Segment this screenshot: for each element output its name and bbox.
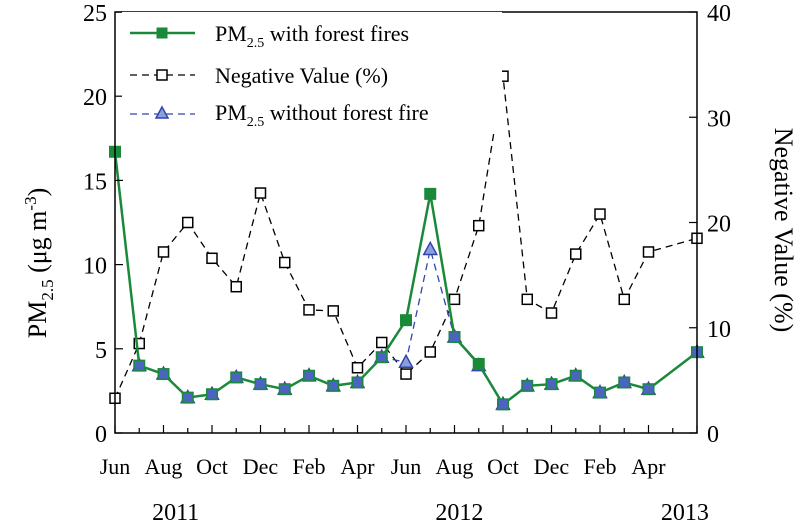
data-point bbox=[133, 337, 145, 350]
overlap-point bbox=[594, 387, 606, 399]
overlap-point bbox=[303, 370, 315, 382]
y-right-tick-label: 40 bbox=[707, 1, 731, 27]
overlap-point bbox=[327, 380, 339, 392]
data-point bbox=[351, 361, 364, 374]
overlap-point bbox=[279, 383, 291, 395]
x-tick-label: Oct bbox=[196, 454, 228, 479]
legend-marker-without-fire bbox=[154, 105, 170, 119]
data-point bbox=[642, 246, 655, 258]
y-left-tick-label: 0 bbox=[95, 422, 107, 448]
y-left-tick-label: 25 bbox=[83, 1, 107, 27]
y-left-tick-label: 15 bbox=[83, 169, 107, 195]
data-point bbox=[327, 305, 339, 317]
data-point bbox=[570, 248, 582, 260]
data-point bbox=[424, 187, 437, 200]
data-point bbox=[448, 293, 461, 306]
data-point bbox=[618, 293, 630, 306]
data-point bbox=[182, 216, 194, 229]
y-left-tick-label: 5 bbox=[95, 338, 107, 364]
data-point bbox=[545, 307, 558, 319]
y-left-tick-label: 10 bbox=[83, 254, 107, 280]
overlap-point bbox=[182, 392, 194, 404]
x-tick-label: Feb bbox=[293, 454, 326, 479]
x-tick-label: Apr bbox=[340, 454, 375, 479]
x-tick-label: Dec bbox=[243, 454, 279, 479]
data-point bbox=[254, 187, 267, 199]
x-tick-label: Jun bbox=[391, 454, 422, 479]
data-point bbox=[279, 256, 291, 269]
year-label: 2013 bbox=[661, 500, 709, 526]
data-point bbox=[472, 357, 485, 370]
x-tick-label: Feb bbox=[584, 454, 617, 479]
x-tick-label: Oct bbox=[487, 454, 519, 479]
y-left-tick-label: 20 bbox=[83, 85, 107, 111]
y-right-tick-label: 0 bbox=[707, 422, 719, 448]
y-left-axis-label: PM2.5 (μg m-3) bbox=[21, 188, 57, 339]
overlap-point bbox=[255, 378, 266, 390]
data-point bbox=[400, 314, 412, 327]
series-line bbox=[114, 76, 698, 399]
legend-label-with-fires: PM2.5 with forest fires bbox=[215, 21, 409, 51]
data-point bbox=[303, 304, 315, 316]
legend: PM2.5 with forest fires Negative Value (… bbox=[122, 12, 502, 130]
overlap-point bbox=[376, 351, 388, 363]
x-tick-label: Dec bbox=[534, 454, 570, 479]
legend-marker-with-fires bbox=[156, 27, 168, 39]
data-point bbox=[400, 368, 412, 380]
overlap-point bbox=[570, 370, 582, 382]
data-point bbox=[206, 252, 218, 265]
overlap-point bbox=[206, 388, 218, 400]
overlap-point bbox=[521, 380, 533, 392]
data-point bbox=[521, 293, 533, 306]
y-right-axis-label: Negative Value (%) bbox=[769, 128, 798, 333]
overlap-point bbox=[449, 331, 460, 343]
data-point bbox=[157, 246, 170, 258]
data-point bbox=[376, 336, 388, 349]
overlap-point bbox=[352, 376, 363, 388]
overlap-point bbox=[618, 376, 630, 388]
overlap-point bbox=[546, 378, 557, 390]
overlap-point bbox=[158, 368, 169, 380]
x-tick-label: Jun bbox=[100, 454, 131, 479]
legend-label-negative: Negative Value (%) bbox=[215, 63, 388, 88]
legend-label-without-fire: PM2.5 without forest fire bbox=[215, 100, 429, 130]
year-label: 2012 bbox=[435, 500, 483, 526]
y-right-tick-label: 10 bbox=[707, 317, 731, 343]
data-point bbox=[398, 353, 414, 369]
data-point bbox=[424, 346, 436, 358]
data-point bbox=[230, 280, 242, 293]
series-line bbox=[139, 249, 698, 406]
series-1 bbox=[109, 70, 703, 405]
x-tick-label: Apr bbox=[631, 454, 666, 479]
year-label: 2011 bbox=[152, 500, 199, 526]
overlap-point bbox=[643, 383, 654, 395]
x-tick-label: Aug bbox=[436, 454, 474, 479]
data-point bbox=[422, 240, 439, 256]
y-right-tick-label: 20 bbox=[707, 212, 731, 238]
x-tick-label: Aug bbox=[145, 454, 183, 479]
overlap-point bbox=[497, 398, 509, 410]
overlap-point bbox=[133, 360, 145, 372]
data-point bbox=[473, 219, 485, 232]
legend-marker-negative bbox=[156, 69, 168, 81]
overlap-point bbox=[230, 371, 242, 383]
y-right-tick-label: 30 bbox=[707, 106, 731, 132]
data-point bbox=[594, 208, 606, 220]
